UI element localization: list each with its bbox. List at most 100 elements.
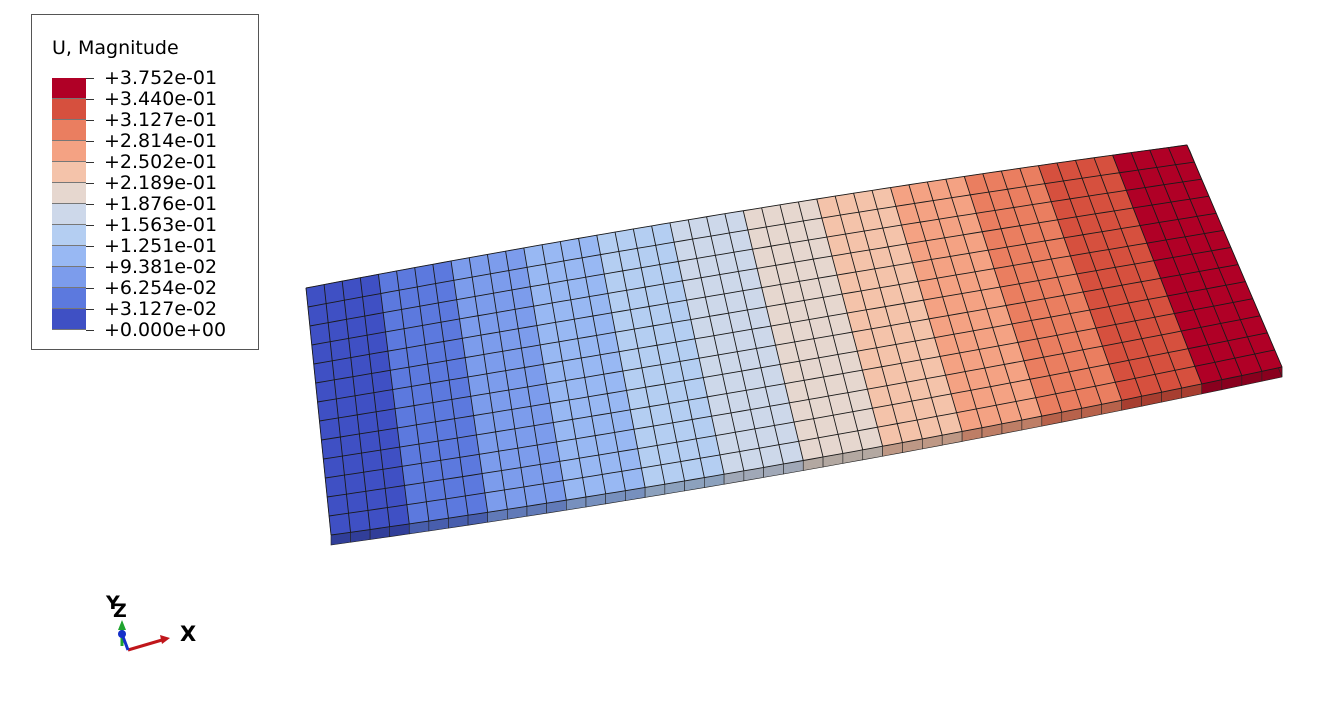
z-axis-label: Z bbox=[113, 600, 127, 622]
mesh-line bbox=[1130, 152, 1223, 380]
legend-value-label: +2.189e-01 bbox=[104, 172, 218, 194]
legend-value-label: +1.563e-01 bbox=[104, 214, 218, 236]
legend-value-label: +3.127e-01 bbox=[104, 109, 218, 131]
mesh-line bbox=[559, 241, 607, 494]
mesh-line bbox=[834, 195, 903, 443]
legend-value-label: +3.440e-01 bbox=[104, 88, 218, 110]
legend-entry: +2.189e-01 bbox=[52, 172, 252, 204]
mesh-line bbox=[327, 332, 1268, 498]
mesh-line bbox=[908, 184, 983, 428]
mesh-line bbox=[486, 254, 528, 507]
mesh-line bbox=[1037, 165, 1123, 401]
legend-entry: +6.254e-02 bbox=[52, 277, 252, 309]
legend-title: U, Magnitude bbox=[52, 37, 179, 59]
legend-entry: +0.000e+00 bbox=[52, 319, 252, 351]
mesh-line bbox=[1167, 147, 1263, 372]
mesh-line bbox=[724, 213, 784, 465]
mesh-line bbox=[982, 173, 1063, 413]
legend-value-label: +2.502e-01 bbox=[104, 151, 218, 173]
legend-value-label: +0.000e+00 bbox=[104, 319, 227, 341]
axis-triad: X Y Z bbox=[105, 592, 196, 652]
mesh-line bbox=[816, 198, 884, 447]
mesh-line bbox=[963, 176, 1043, 417]
mesh-line bbox=[414, 267, 449, 519]
mesh-line bbox=[1075, 160, 1163, 393]
mesh-line bbox=[309, 178, 1202, 327]
plate-top-face bbox=[305, 144, 1283, 536]
mesh-line bbox=[1056, 162, 1143, 397]
mesh-line bbox=[853, 193, 923, 440]
legend-swatch bbox=[52, 267, 86, 288]
legend-tick bbox=[86, 330, 94, 331]
legend-tick bbox=[86, 267, 94, 268]
mesh-line bbox=[468, 257, 508, 510]
legend-swatch bbox=[52, 78, 86, 99]
mesh-line bbox=[890, 187, 963, 432]
mesh-line bbox=[1149, 149, 1243, 376]
y-axis-label: Y bbox=[105, 592, 120, 614]
legend-entry: +9.381e-02 bbox=[52, 256, 252, 288]
mesh-line bbox=[396, 270, 430, 522]
mesh-line bbox=[505, 251, 548, 504]
mesh-line bbox=[317, 247, 1231, 403]
z-axis-marker bbox=[118, 630, 126, 638]
mesh-line bbox=[926, 181, 1003, 424]
legend-tick bbox=[86, 99, 94, 100]
mesh-line bbox=[797, 201, 864, 450]
legend-value-label: +3.127e-02 bbox=[104, 298, 218, 320]
x-axis-arrow bbox=[127, 638, 163, 652]
mesh-line bbox=[1019, 168, 1103, 405]
legend-swatch bbox=[52, 99, 86, 120]
mesh-line bbox=[669, 222, 725, 475]
mesh-line bbox=[432, 264, 469, 516]
mesh-line bbox=[319, 264, 1239, 422]
mesh-line bbox=[323, 284, 351, 533]
legend-swatch bbox=[52, 225, 86, 246]
legend-swatch bbox=[52, 309, 86, 330]
legend-swatch bbox=[52, 204, 86, 225]
mesh-line bbox=[523, 247, 567, 501]
mesh-line bbox=[1093, 157, 1183, 389]
legend-value-label: +1.251e-01 bbox=[104, 235, 218, 257]
mesh-line bbox=[313, 212, 1217, 365]
mesh-line bbox=[329, 349, 1275, 517]
legend-tick bbox=[86, 120, 94, 121]
mesh-line bbox=[651, 225, 705, 478]
mesh-grid bbox=[305, 144, 1283, 536]
legend-entry: +3.127e-01 bbox=[52, 109, 252, 141]
legend-tick bbox=[86, 78, 94, 79]
mesh-line bbox=[706, 216, 765, 468]
mesh-line bbox=[1186, 144, 1283, 368]
mesh-line bbox=[578, 238, 626, 491]
mesh-line bbox=[325, 315, 1261, 479]
mesh-line bbox=[614, 232, 666, 485]
legend-value-label: +9.381e-02 bbox=[104, 256, 218, 278]
legend-tick bbox=[86, 141, 94, 142]
legend-tick bbox=[86, 225, 94, 226]
legend-entry: +2.502e-01 bbox=[52, 151, 252, 183]
y-axis-arrowhead bbox=[118, 620, 126, 630]
mesh-line bbox=[307, 161, 1195, 308]
legend-tick bbox=[86, 288, 94, 289]
mesh-line bbox=[323, 298, 1253, 460]
legend-tick bbox=[86, 246, 94, 247]
legend-swatch bbox=[52, 120, 86, 141]
legend-tick bbox=[86, 204, 94, 205]
legend-swatch bbox=[52, 141, 86, 162]
mesh-line bbox=[305, 144, 1188, 289]
legend-entry: +3.127e-02 bbox=[52, 298, 252, 330]
legend-value-label: +6.254e-02 bbox=[104, 277, 218, 299]
mesh-line bbox=[1000, 170, 1083, 409]
mesh-line bbox=[632, 228, 686, 481]
legend-swatch bbox=[52, 288, 86, 309]
mesh-line bbox=[687, 219, 745, 471]
mesh-line bbox=[596, 235, 646, 488]
legend-entry: +1.251e-01 bbox=[52, 235, 252, 267]
x-axis-arrowhead bbox=[160, 635, 170, 644]
legend-swatch bbox=[52, 183, 86, 204]
legend-swatch bbox=[52, 246, 86, 267]
mesh-line bbox=[779, 204, 844, 454]
x-axis-label: X bbox=[180, 622, 196, 646]
legend-value-label: +1.876e-01 bbox=[104, 193, 218, 215]
